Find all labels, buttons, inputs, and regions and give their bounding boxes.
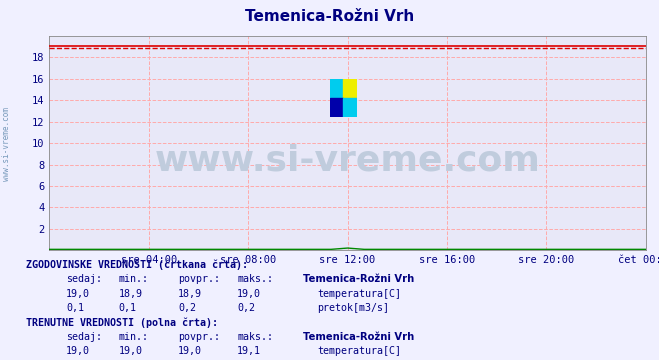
- Text: sedaj:: sedaj:: [66, 274, 102, 284]
- Text: min.:: min.:: [119, 332, 149, 342]
- Text: ZGODOVINSKE VREDNOSTI (črtkana črta):: ZGODOVINSKE VREDNOSTI (črtkana črta):: [26, 259, 248, 270]
- Bar: [343, 98, 357, 117]
- Text: 18,9: 18,9: [119, 289, 142, 299]
- Text: 19,0: 19,0: [66, 346, 90, 356]
- Text: Temenica-Rožni Vrh: Temenica-Rožni Vrh: [303, 274, 415, 284]
- Text: Temenica-Rožni Vrh: Temenica-Rožni Vrh: [303, 332, 415, 342]
- Text: 19,0: 19,0: [66, 289, 90, 299]
- Text: 0,1: 0,1: [119, 303, 136, 313]
- Bar: [330, 79, 343, 98]
- Text: 19,0: 19,0: [237, 289, 261, 299]
- Text: Temenica-Rožni Vrh: Temenica-Rožni Vrh: [245, 9, 414, 24]
- Text: TRENUTNE VREDNOSTI (polna črta):: TRENUTNE VREDNOSTI (polna črta):: [26, 318, 218, 328]
- Text: povpr.:: povpr.:: [178, 332, 220, 342]
- Bar: [343, 79, 357, 98]
- Text: www.si-vreme.com: www.si-vreme.com: [155, 143, 540, 177]
- Text: sedaj:: sedaj:: [66, 332, 102, 342]
- Text: 19,0: 19,0: [178, 346, 202, 356]
- Text: maks.:: maks.:: [237, 332, 273, 342]
- Text: povpr.:: povpr.:: [178, 274, 220, 284]
- Text: 19,1: 19,1: [237, 346, 261, 356]
- Text: 0,2: 0,2: [237, 303, 255, 313]
- Text: maks.:: maks.:: [237, 274, 273, 284]
- Text: 0,2: 0,2: [178, 303, 196, 313]
- Text: temperatura[C]: temperatura[C]: [317, 289, 401, 299]
- Text: 0,1: 0,1: [66, 303, 84, 313]
- Text: pretok[m3/s]: pretok[m3/s]: [317, 303, 389, 313]
- Text: www.si-vreme.com: www.si-vreme.com: [2, 107, 11, 181]
- Text: 18,9: 18,9: [178, 289, 202, 299]
- Text: temperatura[C]: temperatura[C]: [317, 346, 401, 356]
- Text: 19,0: 19,0: [119, 346, 142, 356]
- Bar: [330, 98, 343, 117]
- Text: min.:: min.:: [119, 274, 149, 284]
